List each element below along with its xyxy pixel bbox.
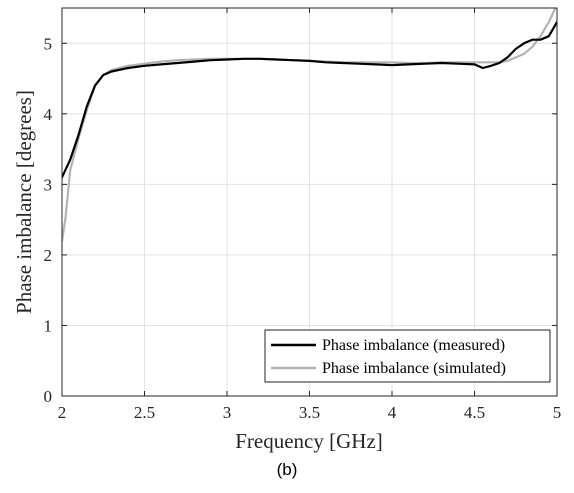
y-tick-label: 0	[44, 387, 53, 406]
phase-imbalance-chart: 2 2.5 3 3.5 4 4.5 5 0 1 2 3 4 5 Frequency [GHz] Phas…	[12, 7, 562, 453]
x-tick-label: 4.5	[464, 403, 485, 422]
x-tick-label: 2.5	[134, 403, 155, 422]
tick-labels: 2 2.5 3 3.5 4 4.5 5 0 1 2 3 4 5	[44, 34, 562, 422]
y-tick-label: 3	[44, 175, 53, 194]
x-axis-label: Frequency [GHz]	[235, 429, 383, 453]
series-layer	[62, 8, 557, 242]
y-tick-label: 4	[44, 105, 53, 124]
y-tick-label: 5	[44, 34, 53, 53]
x-tick-label: 4	[388, 403, 397, 422]
legend-label-measured: Phase imbalance (measured)	[322, 337, 505, 354]
legend: Phase imbalance (measured) Phase imbalan…	[264, 329, 551, 383]
ticks	[61, 8, 558, 397]
x-tick-label: 5	[553, 403, 562, 422]
series-line-measured	[62, 21, 557, 179]
figure-caption: (b)	[276, 460, 298, 479]
legend-box	[264, 329, 551, 383]
y-axis-label: Phase imbalance [degrees]	[12, 90, 36, 314]
x-tick-label: 3	[223, 403, 232, 422]
y-tick-label: 2	[44, 246, 53, 265]
y-tick-label: 1	[44, 316, 53, 335]
x-tick-label: 2	[58, 403, 67, 422]
legend-label-simulated: Phase imbalance (simulated)	[322, 360, 506, 377]
x-tick-label: 3.5	[299, 403, 320, 422]
